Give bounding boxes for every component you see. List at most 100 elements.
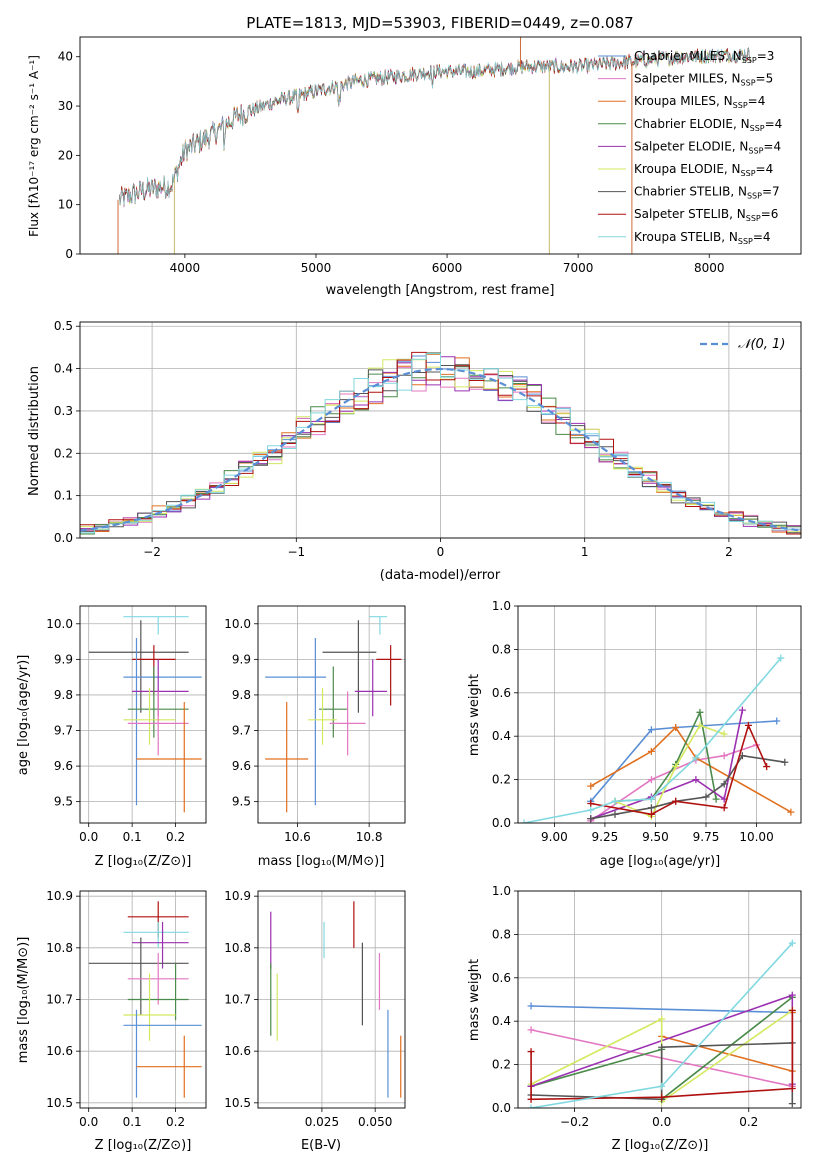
z-weight-xlabel: Z [log₁₀(Z/Z⊙)]	[612, 1138, 709, 1153]
series-chabrier_stelib	[590, 754, 785, 820]
spectrum-axes: 4000 5000 6000 7000 8000 0 10 20 30 40	[58, 50, 725, 275]
y-tick-label: 9.9	[232, 652, 251, 666]
x-tick-label: 6000	[432, 261, 463, 275]
y-tick-label: 0.0	[492, 1101, 511, 1115]
y-tick-label: 0.4	[492, 1014, 511, 1028]
legend-entry: Chabrier MILES, NSSP=3	[634, 49, 774, 65]
y-tick-label: 1.0	[492, 884, 511, 898]
point-kroupa_stelib	[520, 819, 528, 823]
y-tick-label: 10.9	[224, 889, 251, 903]
y-tick-label: 10.8	[46, 941, 73, 955]
y-tick-label: 9.6	[232, 759, 251, 773]
spectrum-xlabel: wavelength [Angstrom, rest frame]	[326, 283, 555, 298]
x-tick-label: 0.2	[739, 1115, 758, 1129]
y-tick-label: 0.4	[54, 362, 73, 376]
y-tick-label: 20	[58, 148, 73, 162]
residual-hist-salpeter_stelib	[80, 351, 801, 535]
ebv-mass-frame	[257, 890, 406, 1109]
legend-entry: Kroupa MILES, NSSP=4	[634, 94, 765, 110]
z-age-ylabel: age [log₁₀(age/yr)]	[16, 655, 31, 776]
y-tick-label: 10.7	[46, 993, 73, 1007]
y-tick-label: 0	[65, 247, 73, 261]
point-kroupa_miles	[647, 747, 655, 755]
z-weight-plot-area	[527, 939, 796, 1108]
series-kroupa_stelib	[523, 657, 782, 823]
residuals-frame	[79, 321, 802, 539]
y-tick-label: 0.8	[492, 642, 511, 656]
point-salpeter_stelib	[744, 721, 752, 729]
spectrum-frame	[79, 36, 802, 255]
point-kroupa_stelib	[647, 795, 655, 803]
x-tick-label: 0.2	[166, 830, 185, 844]
point-chabrier_stelib	[587, 815, 595, 823]
point-chabrier_miles	[647, 726, 655, 734]
y-tick-label: 9.8	[54, 688, 73, 702]
point-chabrier_stelib	[647, 804, 655, 812]
point-kroupa_miles	[587, 782, 595, 790]
y-tick-label: 10.7	[224, 993, 251, 1007]
x-tick-label: 0.0	[79, 830, 98, 844]
ebv-mass-xlabel: E(B-V)	[301, 1138, 341, 1153]
z-mass-plot-area	[88, 901, 202, 1098]
y-tick-label: 0.4	[492, 729, 511, 743]
spectrum-legend: Chabrier MILES, NSSP=3 Salpeter MILES, NS…	[598, 49, 782, 246]
point-kroupa_stelib	[611, 797, 619, 805]
point-salpeter_miles	[647, 776, 655, 784]
legend-entry: Kroupa STELIB, NSSP=4	[634, 230, 771, 246]
series-chabrier_miles	[531, 1005, 793, 1014]
x-tick-label: 0.050	[358, 1115, 392, 1129]
y-tick-label: 30	[58, 99, 73, 113]
age-weight-ylabel: mass weight	[467, 674, 482, 756]
x-tick-label: 2	[725, 545, 733, 559]
point-salpeter_stelib	[527, 1048, 535, 1056]
y-tick-label: 9.7	[232, 724, 251, 738]
point-kroupa_stelib	[587, 806, 595, 814]
x-tick-label: 0.025	[305, 1115, 339, 1129]
residual-hist-kroupa_stelib	[80, 353, 801, 534]
legend-entry: Chabrier ELODIE, NSSP=4	[634, 117, 782, 133]
y-tick-label: 0.2	[54, 446, 73, 460]
point-chabrier_stelib	[720, 780, 728, 788]
y-tick-label: 10	[58, 198, 73, 212]
y-tick-label: 0.8	[492, 927, 511, 941]
x-tick-label: −0.2	[560, 1115, 589, 1129]
point-kroupa_stelib	[788, 939, 796, 947]
residuals-ylabel: Normed distribution	[27, 366, 42, 496]
legend-entry: Kroupa ELODIE, NSSP=4	[634, 162, 773, 178]
mass-age-axes: 10.6 10.8 9.5 9.6 9.7 9.8 9.9 10.0	[224, 606, 405, 844]
y-tick-label: 0.6	[492, 686, 511, 700]
point-kroupa_miles	[787, 808, 795, 816]
point-kroupa_elodie	[720, 730, 728, 738]
spectrum-title: PLATE=1813, MJD=53903, FIBERID=0449, z=0…	[246, 14, 633, 32]
x-tick-label: 7000	[563, 261, 594, 275]
point-salpeter_miles	[720, 752, 728, 760]
series-salpeter_stelib	[590, 723, 768, 816]
y-tick-label: 0.6	[492, 971, 511, 985]
y-tick-label: 9.5	[232, 795, 251, 809]
legend-entry: Salpeter ELODIE, NSSP=4	[634, 139, 781, 155]
point-salpeter_stelib	[587, 799, 595, 807]
z-mass-xlabel: Z [log₁₀(Z/Z⊙)]	[95, 1138, 192, 1153]
x-tick-label: 0.0	[79, 1115, 98, 1129]
residuals-plot-area	[80, 351, 801, 535]
legend-entry: 𝒩(0, 1)	[738, 337, 785, 352]
spectrum-plot-area	[117, 37, 752, 254]
x-tick-label: 9.50	[642, 830, 669, 844]
mass-age-plot-area	[265, 616, 402, 813]
point-salpeter_stelib	[788, 1006, 796, 1014]
residuals-axes: −2 −1 0 1 2 0.0 0.1 0.2 0.3 0.4 0.5	[54, 319, 801, 559]
z-mass-axes: 0.0 0.1 0.2 10.5 10.6 10.7 10.8 10.9	[46, 889, 206, 1129]
x-tick-label: −2	[143, 545, 161, 559]
point-salpeter_miles	[527, 1026, 535, 1034]
legend-entry: Salpeter STELIB, NSSP=6	[634, 207, 778, 223]
y-tick-label: 0.1	[54, 489, 73, 503]
point-chabrier_elodie	[696, 708, 704, 716]
x-tick-label: 9.00	[541, 830, 568, 844]
x-tick-label: 10.8	[356, 830, 383, 844]
x-tick-label: 10.00	[739, 830, 773, 844]
x-tick-label: −1	[287, 545, 305, 559]
point-chabrier_stelib	[781, 758, 789, 766]
point-salpeter_elodie	[692, 776, 700, 784]
y-tick-label: 10.8	[224, 941, 251, 955]
y-tick-label: 9.8	[232, 688, 251, 702]
